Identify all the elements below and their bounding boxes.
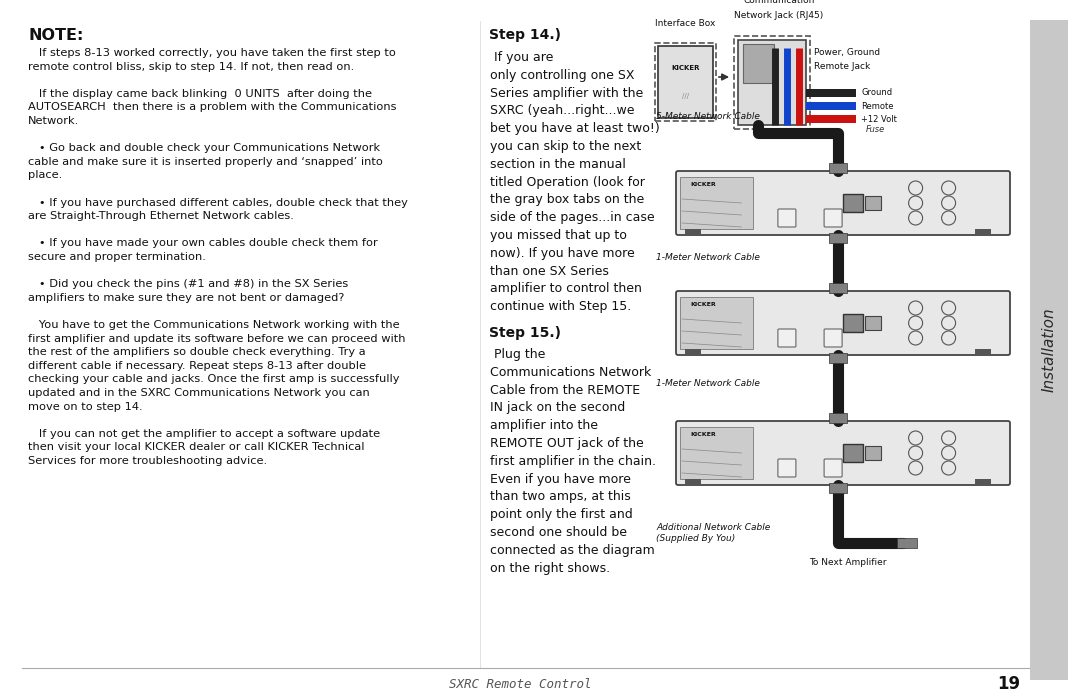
Bar <box>680 177 753 229</box>
Text: If steps 8-13 worked correctly, you have taken the first step to
remote control : If steps 8-13 worked correctly, you have… <box>28 48 408 466</box>
Text: KICKER: KICKER <box>690 182 716 187</box>
FancyBboxPatch shape <box>778 459 796 477</box>
FancyBboxPatch shape <box>676 421 1010 485</box>
FancyBboxPatch shape <box>743 44 773 82</box>
FancyBboxPatch shape <box>778 329 796 347</box>
Text: Network Jack (RJ45): Network Jack (RJ45) <box>734 11 823 20</box>
Text: Step 15.): Step 15.) <box>489 326 561 340</box>
Bar <box>829 283 847 293</box>
Bar <box>842 314 863 332</box>
FancyBboxPatch shape <box>676 291 1010 355</box>
Bar <box>975 479 991 485</box>
Bar <box>842 444 863 462</box>
Text: Installation: Installation <box>1041 308 1056 392</box>
FancyBboxPatch shape <box>806 89 856 97</box>
Text: Interface Box: Interface Box <box>656 19 716 28</box>
Bar <box>865 446 881 460</box>
FancyBboxPatch shape <box>658 46 713 118</box>
Text: NOTE:: NOTE: <box>28 28 83 43</box>
FancyBboxPatch shape <box>824 209 842 227</box>
Bar <box>829 353 847 363</box>
Bar <box>829 233 847 243</box>
FancyBboxPatch shape <box>806 115 856 123</box>
Text: KICKER: KICKER <box>672 65 700 70</box>
Bar <box>829 483 847 493</box>
FancyBboxPatch shape <box>778 209 796 227</box>
FancyBboxPatch shape <box>824 329 842 347</box>
Bar <box>685 229 701 235</box>
FancyBboxPatch shape <box>676 171 1010 235</box>
Bar <box>685 349 701 355</box>
Bar <box>975 229 991 235</box>
FancyBboxPatch shape <box>824 459 842 477</box>
Text: To Next Amplifier: To Next Amplifier <box>809 558 887 567</box>
Text: 19: 19 <box>997 675 1020 693</box>
Text: Power, Ground: Power, Ground <box>814 48 880 57</box>
Text: Step 14.): Step 14.) <box>489 28 561 42</box>
Text: 5-Meter Network Cable: 5-Meter Network Cable <box>656 112 760 121</box>
Text: 1-Meter Network Cable: 1-Meter Network Cable <box>656 253 760 262</box>
Bar <box>1030 20 1068 680</box>
Text: +12 Volt: +12 Volt <box>861 114 896 124</box>
Text: Additional Network Cable
(Supplied By You): Additional Network Cable (Supplied By Yo… <box>656 523 770 543</box>
Text: KICKER: KICKER <box>690 432 716 437</box>
Text: 1-Meter Network Cable: 1-Meter Network Cable <box>656 378 760 387</box>
FancyBboxPatch shape <box>738 40 806 125</box>
Text: If you are
only controlling one SX
Series amplifier with the
SXRC (yeah...right.: If you are only controlling one SX Serie… <box>490 51 660 313</box>
FancyBboxPatch shape <box>806 103 856 110</box>
Bar <box>896 538 917 548</box>
Text: KICKER: KICKER <box>690 302 716 307</box>
Bar <box>865 196 881 210</box>
Bar <box>975 349 991 355</box>
Bar <box>685 479 701 485</box>
Bar <box>680 427 753 479</box>
Text: Plug the
Communications Network
Cable from the REMOTE
IN jack on the second
ampl: Plug the Communications Network Cable fr… <box>490 348 656 574</box>
Text: Fuse: Fuse <box>866 125 886 134</box>
Text: Remote: Remote <box>861 102 893 111</box>
Text: SXRC Remote Control: SXRC Remote Control <box>449 678 591 690</box>
Bar <box>680 297 753 349</box>
Bar <box>829 413 847 423</box>
Bar <box>842 194 863 212</box>
Text: Communication: Communication <box>743 0 814 5</box>
Bar <box>829 163 847 173</box>
Bar <box>865 316 881 330</box>
Text: Remote Jack: Remote Jack <box>814 62 870 71</box>
Text: ///: /// <box>681 94 689 99</box>
Text: Ground: Ground <box>861 88 892 97</box>
